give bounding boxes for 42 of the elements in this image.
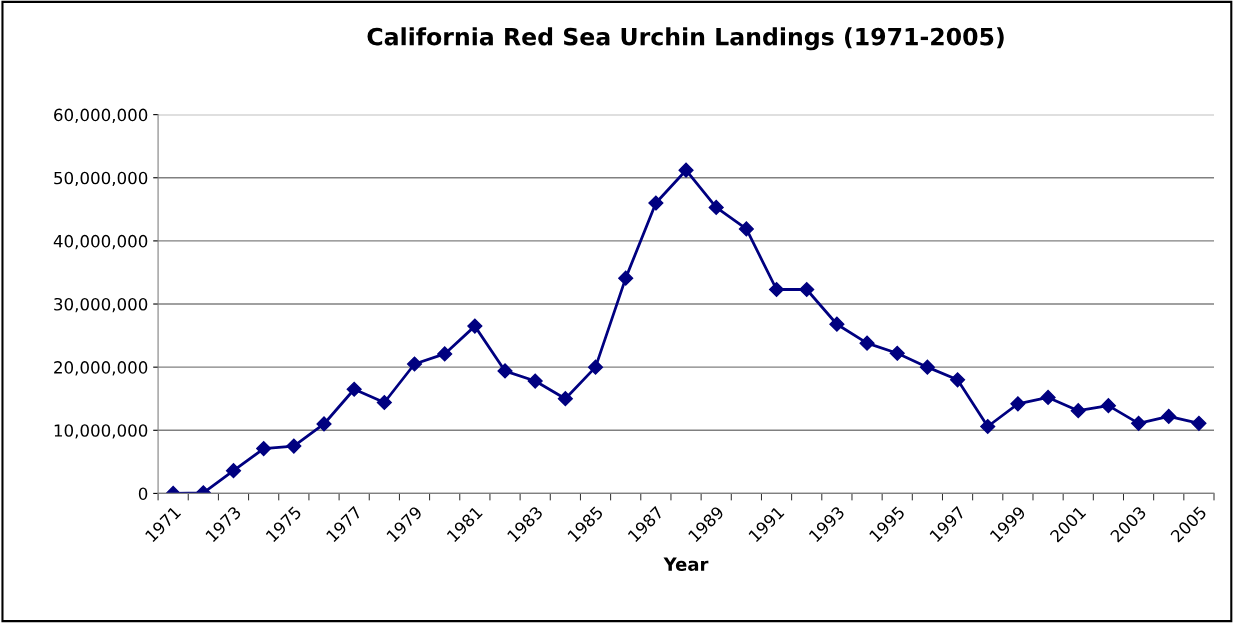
point [225,463,242,479]
point [256,441,272,457]
point [648,195,664,211]
point [1010,396,1026,412]
y-tick-label: 10,000,000 [54,424,148,439]
point [527,373,543,389]
point [919,359,935,375]
point [799,281,815,298]
point [346,381,362,397]
point [316,416,332,432]
point [1131,415,1147,431]
y-tick-label: 0 [138,487,148,500]
point [889,345,905,361]
point [1070,403,1086,419]
y-tick-label: 20,000,000 [54,361,148,376]
point [376,394,392,411]
y-tick-label: 30,000,000 [54,297,148,313]
point [1161,408,1177,424]
point [708,199,724,216]
point [467,318,483,334]
chart-title: California Red Sea Urchin Landings (1971-2005) [367,27,1004,51]
point [1191,415,1207,431]
point [406,356,423,372]
y-tick-label: 40,000,000 [53,234,148,250]
point [829,316,845,332]
y-tick-label: 60,000,000 [54,108,148,123]
point [1040,389,1056,406]
point [980,418,996,435]
point [678,162,694,178]
point [738,221,754,237]
point [949,372,966,388]
point [618,270,634,286]
point [859,335,875,351]
point [587,359,604,375]
point [1100,398,1116,414]
point [768,281,785,298]
point [286,438,302,454]
x-axis-title: Year [663,557,709,572]
y-tick-label: 50,000,000 [54,171,148,187]
point [557,391,573,407]
point [497,363,513,379]
point [437,346,453,362]
